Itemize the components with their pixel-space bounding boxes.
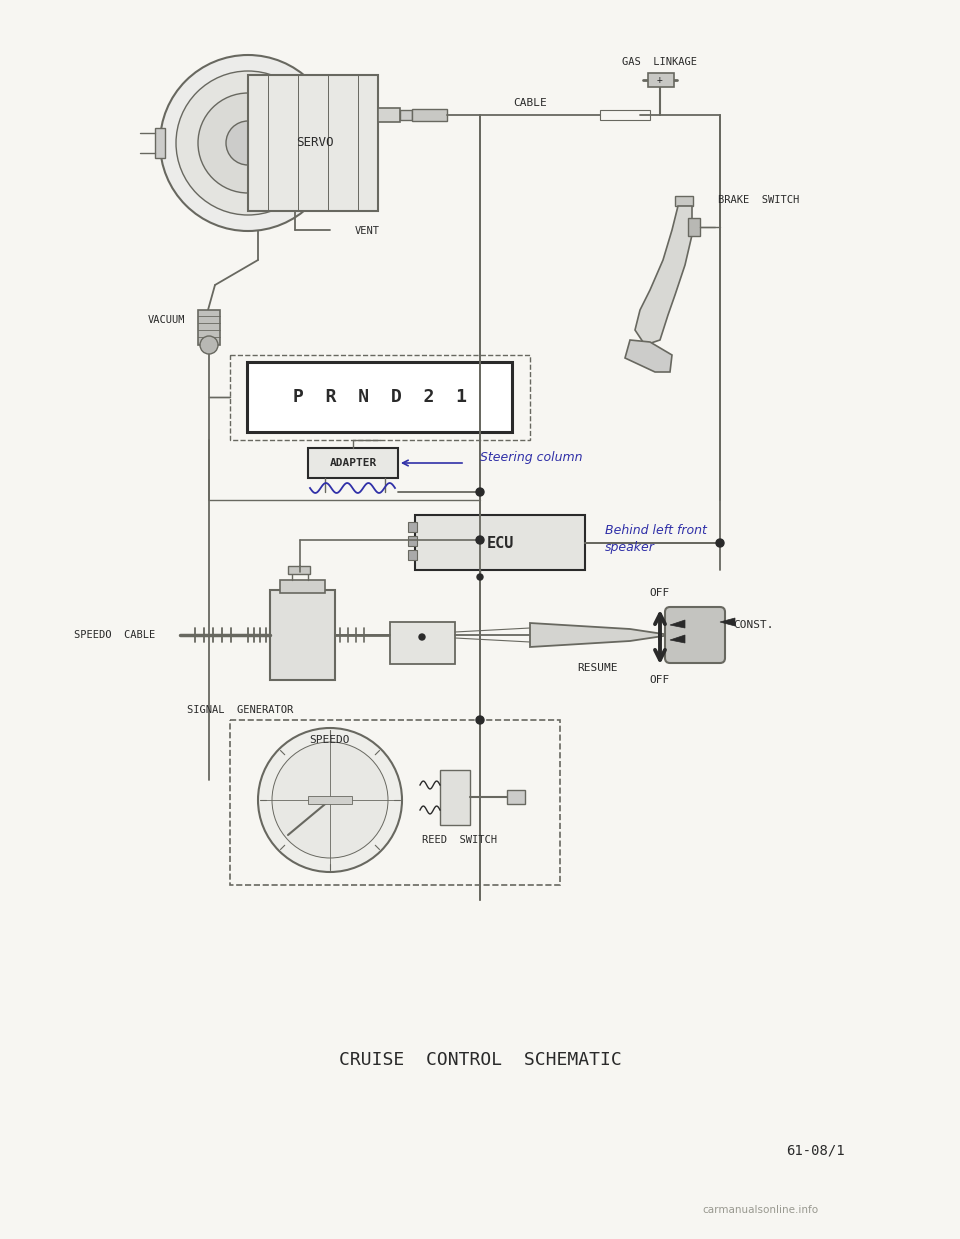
Text: CONST.: CONST. xyxy=(733,620,774,629)
Bar xyxy=(270,590,335,680)
Circle shape xyxy=(716,539,724,546)
Text: +: + xyxy=(657,76,663,85)
Polygon shape xyxy=(625,339,672,372)
Circle shape xyxy=(419,634,425,641)
Bar xyxy=(507,790,525,804)
Bar xyxy=(230,356,530,440)
Circle shape xyxy=(160,55,336,230)
Polygon shape xyxy=(635,206,692,344)
Circle shape xyxy=(477,574,483,580)
Text: Steering column: Steering column xyxy=(480,451,583,465)
Text: P  R  N  D  2  1: P R N D 2 1 xyxy=(293,388,467,406)
Circle shape xyxy=(176,71,320,216)
Bar xyxy=(675,196,693,206)
Bar xyxy=(688,218,700,235)
Bar xyxy=(378,108,400,121)
Bar xyxy=(415,515,585,570)
Circle shape xyxy=(476,536,484,544)
Bar xyxy=(308,795,352,804)
Text: speaker: speaker xyxy=(605,541,655,555)
Text: CRUISE  CONTROL  SCHEMATIC: CRUISE CONTROL SCHEMATIC xyxy=(339,1051,621,1069)
Text: SPEEDO  CABLE: SPEEDO CABLE xyxy=(74,629,155,641)
Text: ECU: ECU xyxy=(487,535,514,550)
Text: SIGNAL  GENERATOR: SIGNAL GENERATOR xyxy=(187,705,293,715)
Bar xyxy=(247,362,512,432)
Text: ADAPTER: ADAPTER xyxy=(329,458,376,468)
Text: RESUME: RESUME xyxy=(578,663,618,673)
Circle shape xyxy=(476,716,484,724)
Bar xyxy=(408,522,417,532)
Bar xyxy=(408,550,417,560)
Text: Behind left front: Behind left front xyxy=(605,524,707,536)
Bar xyxy=(308,449,398,478)
Text: SERVO: SERVO xyxy=(297,136,334,150)
Circle shape xyxy=(476,488,484,496)
Bar xyxy=(155,128,165,159)
Polygon shape xyxy=(670,636,685,643)
Polygon shape xyxy=(720,618,735,626)
Bar xyxy=(230,720,560,885)
FancyBboxPatch shape xyxy=(665,607,725,663)
Circle shape xyxy=(226,121,270,165)
Text: carmanualsonline.info: carmanualsonline.info xyxy=(702,1206,818,1215)
Text: REED  SWITCH: REED SWITCH xyxy=(422,835,497,845)
Circle shape xyxy=(198,93,298,193)
Circle shape xyxy=(200,336,218,354)
Circle shape xyxy=(258,729,402,872)
Polygon shape xyxy=(670,620,685,628)
Text: SPEEDO: SPEEDO xyxy=(310,735,350,745)
Bar xyxy=(400,110,412,120)
Bar xyxy=(198,310,220,344)
Polygon shape xyxy=(530,623,670,647)
Bar xyxy=(408,536,417,546)
Text: CABLE: CABLE xyxy=(514,98,547,108)
Text: 61-08/1: 61-08/1 xyxy=(786,1144,845,1157)
Bar xyxy=(280,580,325,593)
Bar xyxy=(248,76,378,211)
Bar xyxy=(648,73,674,87)
Text: VACUUM: VACUUM xyxy=(148,315,185,325)
Bar xyxy=(600,110,650,120)
Bar xyxy=(390,622,455,664)
Text: OFF: OFF xyxy=(650,589,670,598)
Bar xyxy=(288,566,310,574)
Text: GAS  LINKAGE: GAS LINKAGE xyxy=(622,57,698,67)
Text: BRAKE  SWITCH: BRAKE SWITCH xyxy=(718,195,800,204)
Text: VENT: VENT xyxy=(355,225,380,235)
Circle shape xyxy=(272,742,388,857)
Bar xyxy=(440,769,470,825)
Bar xyxy=(412,109,447,121)
Text: OFF: OFF xyxy=(650,675,670,685)
